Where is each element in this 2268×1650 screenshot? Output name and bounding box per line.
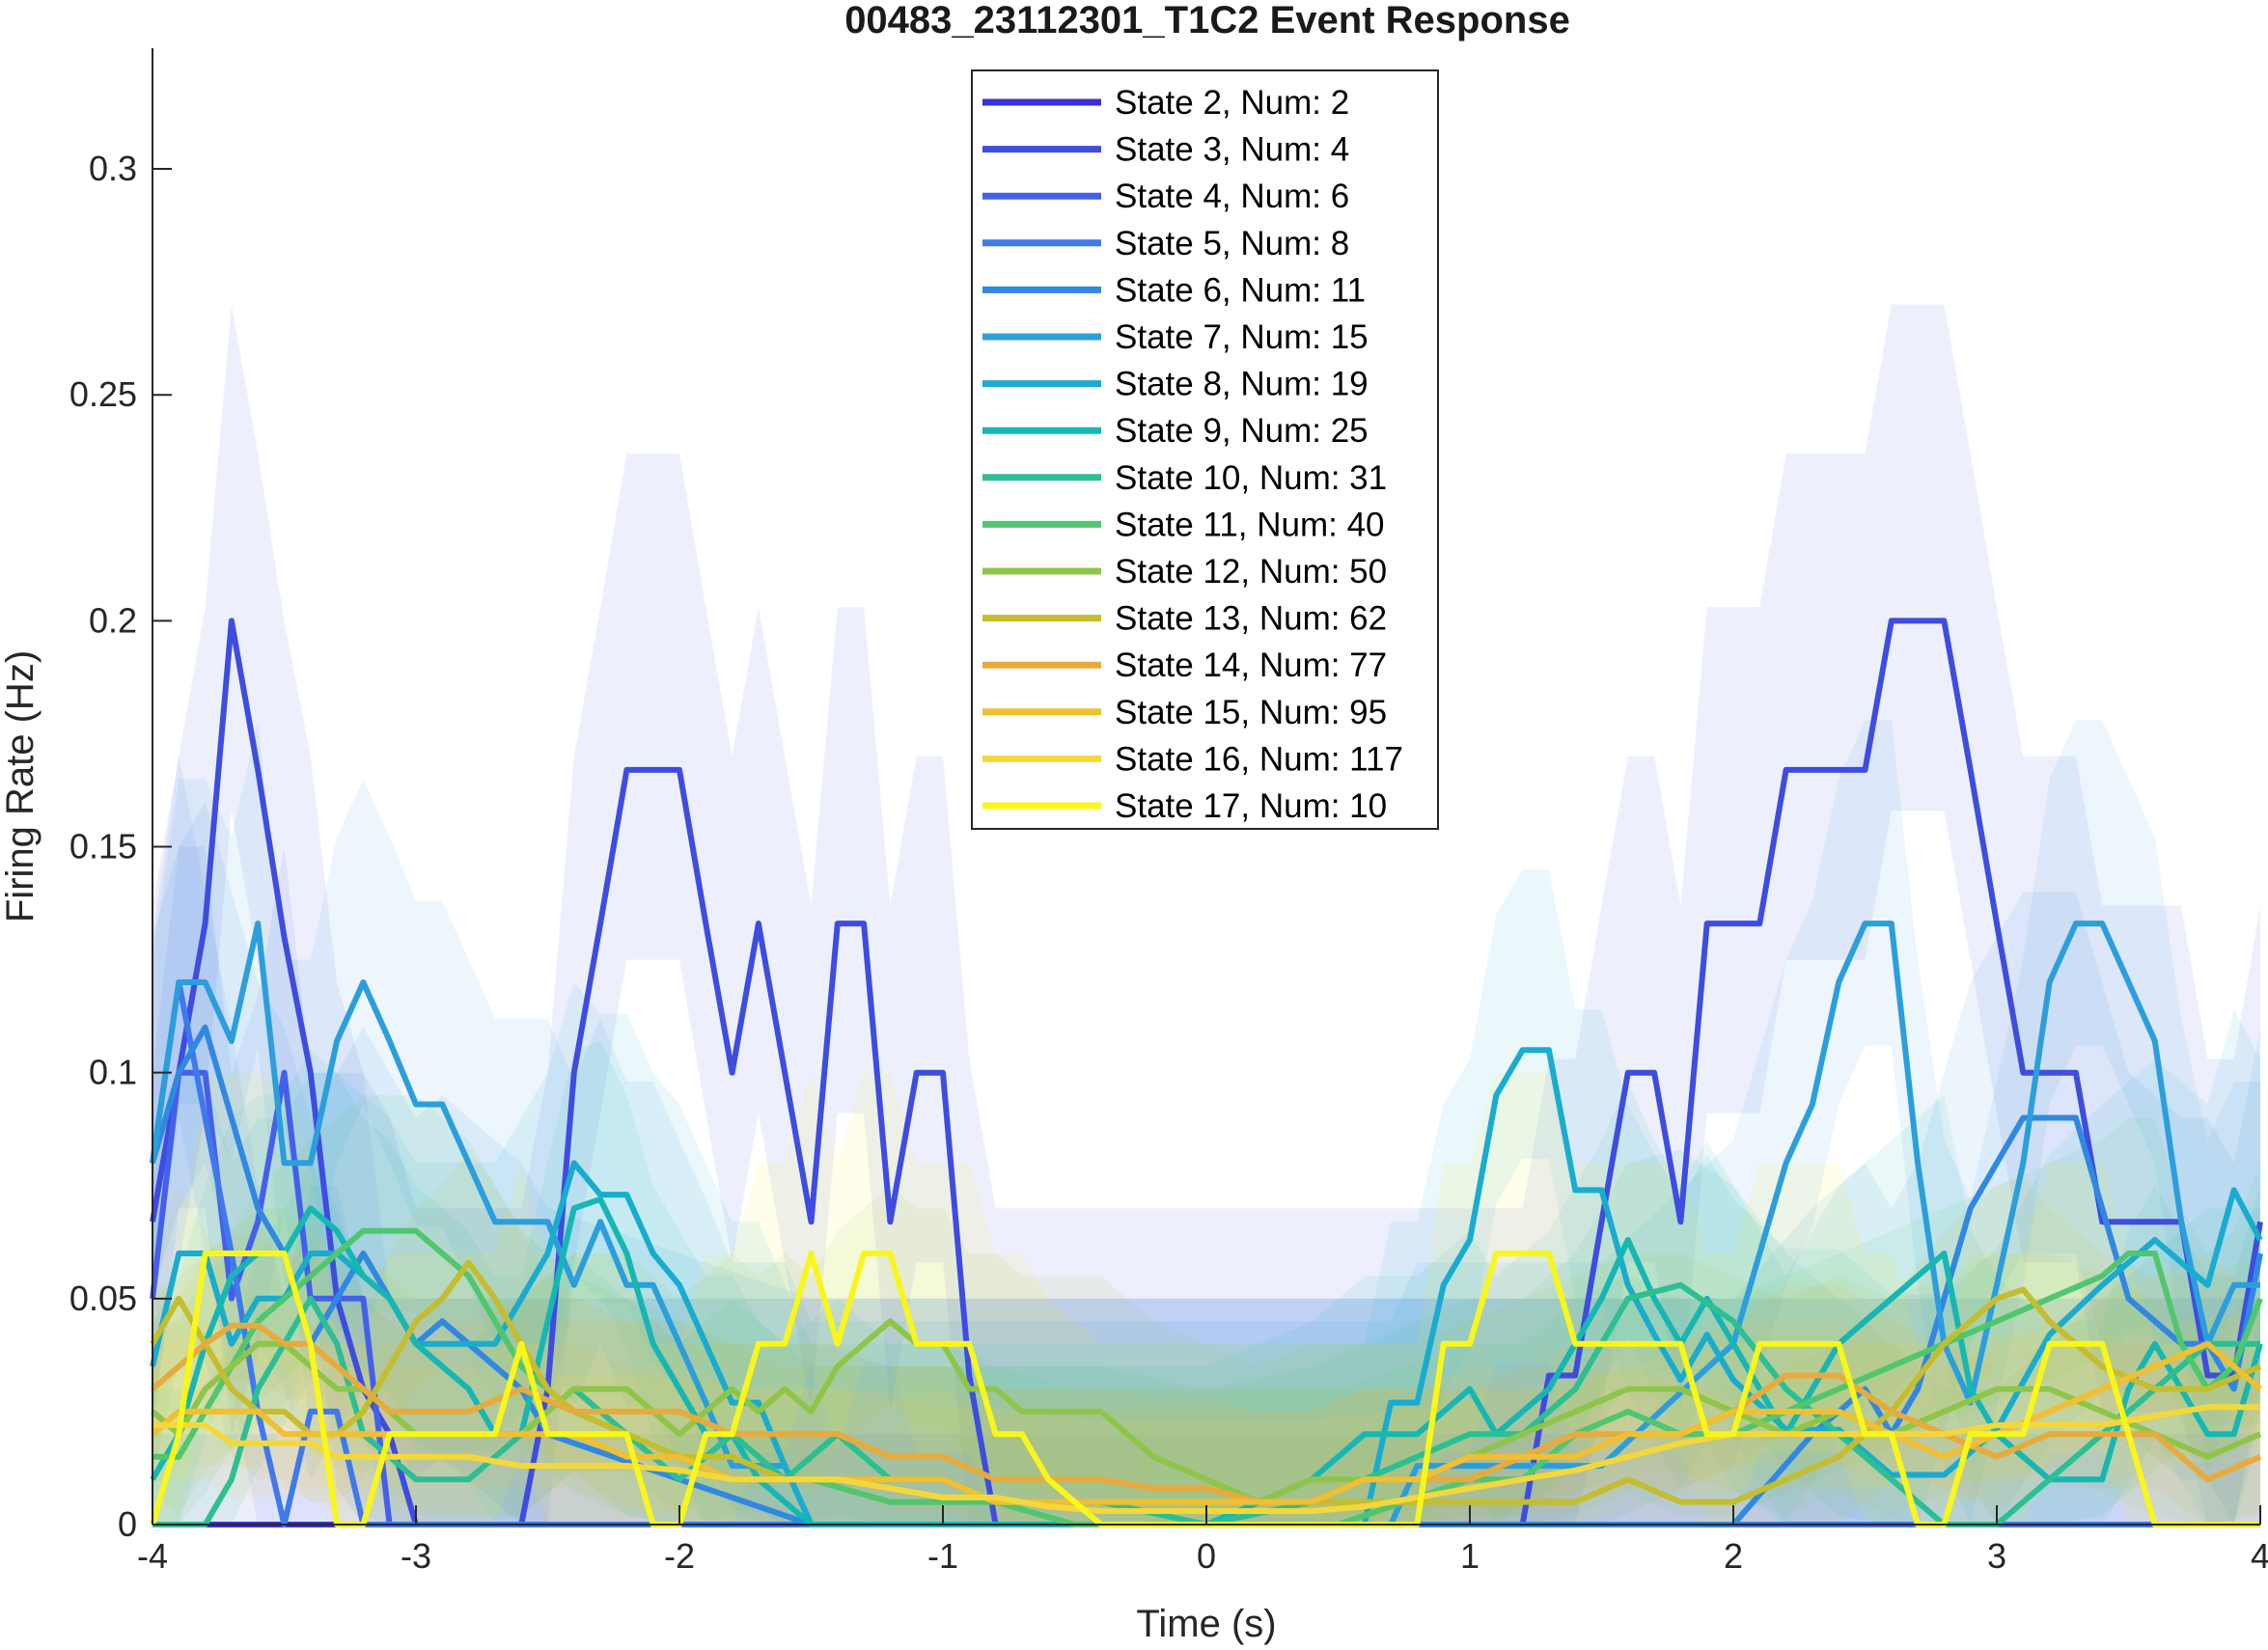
x-tick-label: 2 <box>1724 1536 1743 1576</box>
chart-title: 00483_23112301_T1C2 Event Response <box>844 0 1570 41</box>
legend-label: State 4, Num: 6 <box>1115 178 1349 215</box>
legend-label: State 15, Num: 95 <box>1115 694 1387 731</box>
series-band-3 <box>152 846 2260 1525</box>
legend-label: State 7, Num: 15 <box>1115 318 1369 356</box>
legend-label: State 13, Num: 62 <box>1115 600 1387 638</box>
y-axis-label: Firing Rate (Hz) <box>0 650 41 922</box>
x-tick-label: -2 <box>664 1536 695 1576</box>
y-tick-label: 0 <box>118 1504 137 1544</box>
x-tick-label: 0 <box>1197 1536 1216 1576</box>
y-tick-label: 0.2 <box>89 600 137 640</box>
x-tick-label: -3 <box>401 1536 431 1576</box>
series-band-4 <box>152 756 2260 1525</box>
series-band-11 <box>152 1185 2260 1525</box>
y-tick-label: 0.05 <box>69 1279 137 1318</box>
series-band-10 <box>152 1095 2260 1525</box>
legend-label: State 5, Num: 8 <box>1115 225 1349 262</box>
y-tick-label: 0.25 <box>69 374 137 414</box>
x-axis-label: Time (s) <box>1136 1603 1276 1645</box>
series-band-7 <box>152 868 2260 1525</box>
legend-label: State 8, Num: 19 <box>1115 366 1369 403</box>
series-band-8 <box>152 1040 2260 1525</box>
x-tick-label: 1 <box>1460 1536 1480 1576</box>
y-tick-label: 0.3 <box>89 149 137 188</box>
x-ticks: -4 -3 -2 -1 0 1 2 3 4 <box>137 1505 2268 1576</box>
series-band-2 <box>152 304 2260 1525</box>
legend-label: State 16, Num: 117 <box>1115 740 1403 778</box>
legend-label: State 2, Num: 2 <box>1115 84 1349 122</box>
x-tick-label: -4 <box>137 1536 168 1576</box>
legend-label: State 6, Num: 11 <box>1115 271 1366 309</box>
y-tick-label: 0.15 <box>69 827 137 866</box>
x-tick-label: 4 <box>2251 1536 2268 1576</box>
legend-label: State 11, Num: 40 <box>1115 506 1385 543</box>
y-tick-label: 0.1 <box>89 1053 137 1092</box>
legend-label: State 17, Num: 10 <box>1115 787 1387 825</box>
series-line-6 <box>150 921 2260 1527</box>
y-ticks: 0 0.05 0.1 0.15 0.2 0.25 0.3 <box>69 149 172 1544</box>
legend: State 2, Num: 2 State 3, Num: 4 State 4, N… <box>971 69 1439 830</box>
series-line-2 <box>150 618 2263 1527</box>
legend-label: State 10, Num: 31 <box>1115 459 1387 497</box>
x-tick-label: 3 <box>1987 1536 2006 1576</box>
legend-label: State 9, Num: 25 <box>1115 412 1369 450</box>
series-band-13 <box>152 1235 2260 1525</box>
x-tick-label: -1 <box>927 1536 958 1576</box>
confidence-bands <box>152 304 2260 1525</box>
legend-label: State 14, Num: 77 <box>1115 646 1387 684</box>
series-line-10 <box>152 1227 2263 1527</box>
legend-label: State 12, Num: 50 <box>1115 553 1387 591</box>
legend-label: State 3, Num: 4 <box>1115 131 1349 169</box>
